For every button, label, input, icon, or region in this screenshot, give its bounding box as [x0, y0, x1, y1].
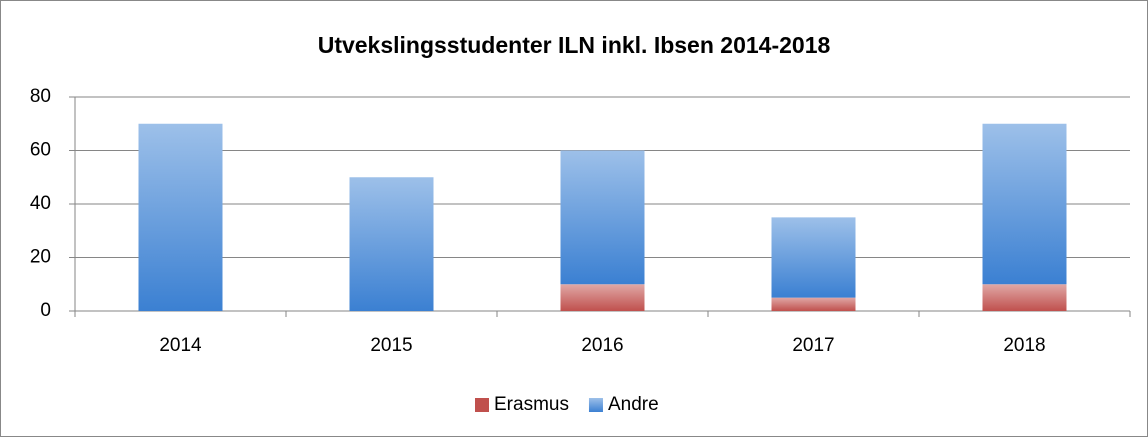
bar-segment: [349, 177, 434, 311]
bar-segment: [982, 284, 1067, 311]
legend-swatch: [588, 398, 603, 412]
y-tick-label: 60: [30, 140, 51, 161]
y-tick-label: 0: [40, 300, 51, 321]
chart-title: Utvekslingsstudenter ILN inkl. Ibsen 201…: [318, 32, 831, 58]
y-tick-label: 20: [30, 247, 51, 268]
x-tick-label: 2016: [581, 335, 623, 356]
bar-segment: [982, 123, 1067, 285]
bar-segment: [560, 150, 645, 285]
bar-segment: [771, 297, 856, 311]
legend-swatch: [475, 398, 489, 412]
bar-segment: [138, 123, 223, 311]
legend-label: Andre: [608, 394, 659, 415]
legend-label: Erasmus: [494, 394, 569, 415]
x-tick-label: 2014: [159, 335, 202, 356]
bar-segment: [560, 284, 645, 311]
x-tick-label: 2018: [1003, 335, 1045, 356]
x-tick-label: 2017: [792, 335, 834, 356]
bar-segment: [771, 217, 856, 298]
x-tick-label: 2015: [370, 335, 412, 356]
y-tick-label: 40: [30, 193, 51, 214]
y-tick-label: 80: [30, 86, 51, 107]
